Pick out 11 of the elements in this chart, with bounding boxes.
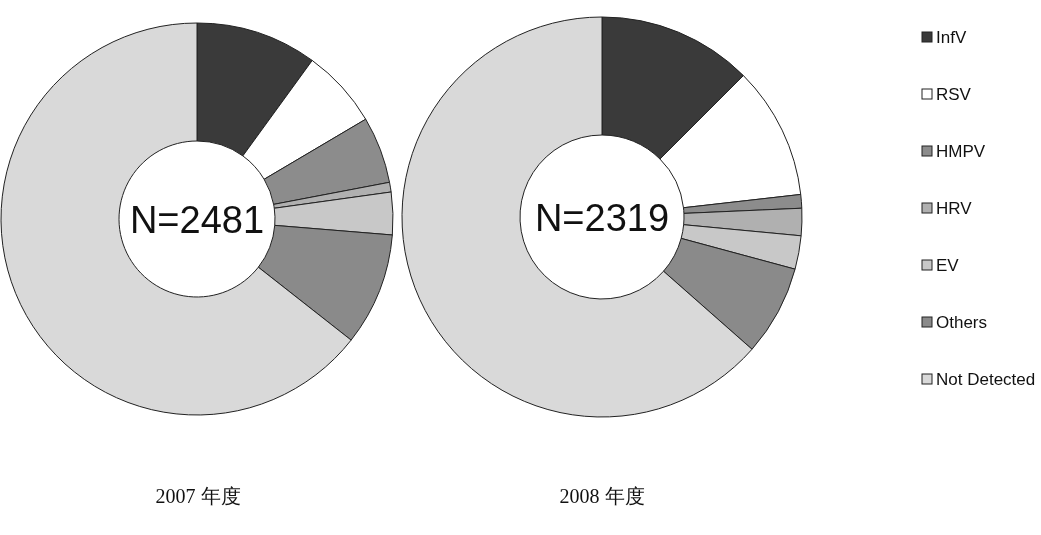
legend-label: Others [936, 313, 988, 332]
text: N=2319 [534, 197, 670, 239]
legend-label: HMPV [936, 142, 986, 161]
legend-label: EV [936, 256, 960, 275]
legend-label: RSV [936, 85, 972, 104]
text: 2007 年度 [155, 485, 241, 507]
text: 2008 年度 [559, 485, 645, 507]
legend-label: InfV [936, 28, 967, 47]
legend-label: HRV [936, 199, 973, 218]
text: N=2481 [129, 199, 265, 241]
legend-label: Not Detected [936, 370, 1036, 389]
